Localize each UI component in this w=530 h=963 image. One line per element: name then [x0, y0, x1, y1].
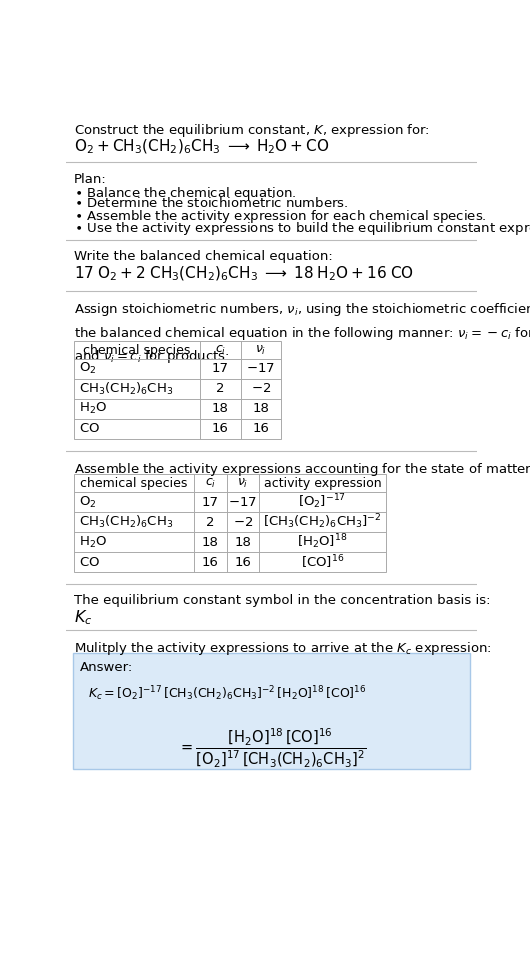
Text: Write the balanced chemical equation:: Write the balanced chemical equation: — [74, 250, 333, 263]
Text: $-2$: $-2$ — [233, 515, 253, 529]
Bar — [74, 341, 281, 439]
Text: chemical species: chemical species — [84, 344, 191, 356]
Text: 18: 18 — [252, 403, 269, 415]
Bar — [74, 475, 385, 572]
Text: chemical species: chemical species — [81, 477, 188, 490]
Text: $-17$: $-17$ — [228, 496, 258, 508]
Text: $\bullet$ Use the activity expressions to build the equilibrium constant express: $\bullet$ Use the activity expressions t… — [74, 220, 530, 237]
Text: $\bullet$ Determine the stoichiometric numbers.: $\bullet$ Determine the stoichiometric n… — [74, 196, 349, 210]
Text: $\mathrm{O_2 + CH_3(CH_2)_6CH_3 \;\longrightarrow\; H_2O + CO}$: $\mathrm{O_2 + CH_3(CH_2)_6CH_3 \;\longr… — [74, 137, 329, 155]
Text: $\bullet$ Assemble the activity expression for each chemical species.: $\bullet$ Assemble the activity expressi… — [74, 208, 487, 225]
Text: activity expression: activity expression — [263, 477, 381, 490]
Text: $\mathrm{O_2}$: $\mathrm{O_2}$ — [80, 361, 97, 377]
Text: Assign stoichiometric numbers, $\nu_i$, using the stoichiometric coefficients, $: Assign stoichiometric numbers, $\nu_i$, … — [74, 301, 530, 365]
Text: The equilibrium constant symbol in the concentration basis is:: The equilibrium constant symbol in the c… — [74, 594, 490, 607]
Text: $[\mathrm{H_2O}]^{18}$: $[\mathrm{H_2O}]^{18}$ — [297, 533, 348, 552]
Text: $\mathrm{H_2O}$: $\mathrm{H_2O}$ — [80, 534, 108, 550]
Text: 16: 16 — [202, 556, 219, 569]
Text: 2: 2 — [206, 515, 215, 529]
Text: $c_i$: $c_i$ — [215, 344, 226, 356]
Text: $c_i$: $c_i$ — [205, 477, 216, 490]
Text: $\mathrm{CH_3(CH_2)_6CH_3}$: $\mathrm{CH_3(CH_2)_6CH_3}$ — [80, 514, 174, 531]
Text: $\nu_i$: $\nu_i$ — [255, 344, 267, 356]
Text: $= \dfrac{[\mathrm{H_2O}]^{18}\,[\mathrm{CO}]^{16}}{[\mathrm{O_2}]^{17}\,[\mathr: $= \dfrac{[\mathrm{H_2O}]^{18}\,[\mathrm… — [178, 727, 366, 770]
Text: $\nu_i$: $\nu_i$ — [237, 477, 249, 490]
Text: $K_c$: $K_c$ — [74, 609, 92, 627]
Text: 18: 18 — [234, 535, 251, 549]
Text: $K_c = [\mathrm{O_2}]^{-17}\,[\mathrm{CH_3(CH_2)_6CH_3}]^{-2}\,[\mathrm{H_2O}]^{: $K_c = [\mathrm{O_2}]^{-17}\,[\mathrm{CH… — [88, 685, 366, 703]
Text: Plan:: Plan: — [74, 172, 107, 186]
FancyBboxPatch shape — [73, 653, 470, 768]
Text: $\mathrm{H_2O}$: $\mathrm{H_2O}$ — [80, 402, 108, 416]
Text: $\mathrm{17\; O_2 + 2\; CH_3(CH_2)_6CH_3 \;\longrightarrow\; 18\; H_2O + 16\; CO: $\mathrm{17\; O_2 + 2\; CH_3(CH_2)_6CH_3… — [74, 265, 414, 283]
Text: 18: 18 — [202, 535, 219, 549]
Text: $\mathrm{CH_3(CH_2)_6CH_3}$: $\mathrm{CH_3(CH_2)_6CH_3}$ — [80, 380, 174, 397]
Text: $\mathrm{O_2}$: $\mathrm{O_2}$ — [80, 495, 97, 509]
Text: 16: 16 — [212, 423, 229, 435]
Text: 2: 2 — [216, 382, 225, 396]
Text: $\bullet$ Balance the chemical equation.: $\bullet$ Balance the chemical equation. — [74, 185, 296, 202]
Text: 16: 16 — [234, 556, 251, 569]
Text: $\mathrm{CO}$: $\mathrm{CO}$ — [80, 423, 100, 435]
Text: Mulitply the activity expressions to arrive at the $K_c$ expression:: Mulitply the activity expressions to arr… — [74, 640, 492, 657]
Text: $\mathrm{CO}$: $\mathrm{CO}$ — [80, 556, 100, 569]
Text: 17: 17 — [212, 362, 229, 376]
Text: Construct the equilibrium constant, $K$, expression for:: Construct the equilibrium constant, $K$,… — [74, 122, 430, 140]
Text: Answer:: Answer: — [80, 662, 134, 674]
Text: $-2$: $-2$ — [251, 382, 271, 396]
Text: 16: 16 — [252, 423, 269, 435]
Text: Assemble the activity expressions accounting for the state of matter and $\nu_i$: Assemble the activity expressions accoun… — [74, 460, 530, 478]
Text: 18: 18 — [212, 403, 229, 415]
Text: $[\mathrm{CO}]^{16}$: $[\mathrm{CO}]^{16}$ — [301, 554, 344, 571]
Text: $[\mathrm{CH_3(CH_2)_6CH_3}]^{-2}$: $[\mathrm{CH_3(CH_2)_6CH_3}]^{-2}$ — [263, 512, 382, 532]
Text: $[\mathrm{O_2}]^{-17}$: $[\mathrm{O_2}]^{-17}$ — [298, 493, 347, 511]
Text: $-17$: $-17$ — [246, 362, 275, 376]
Text: 17: 17 — [202, 496, 219, 508]
